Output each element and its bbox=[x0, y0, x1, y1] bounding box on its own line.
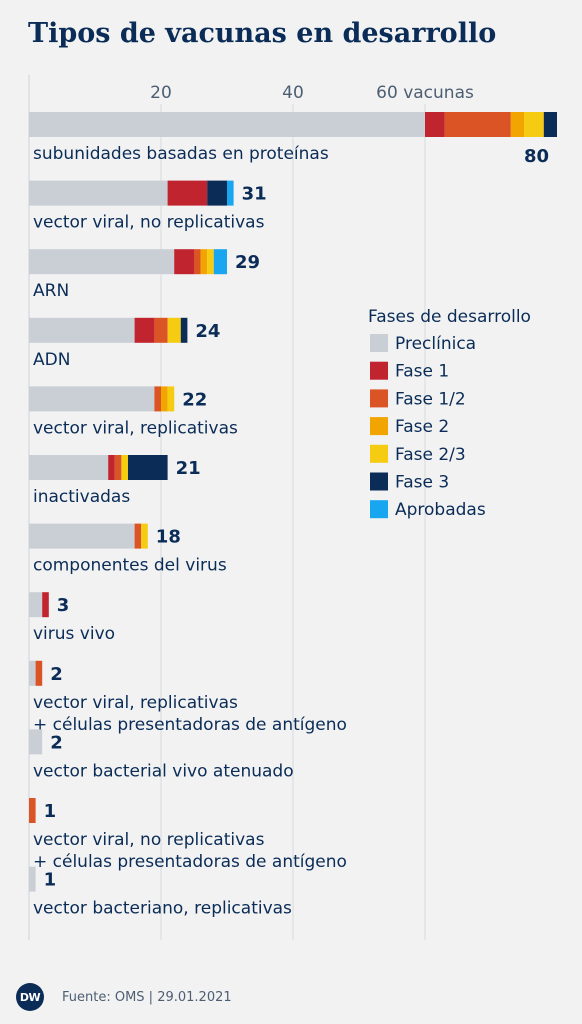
category-label: subunidades basadas en proteínas bbox=[33, 144, 329, 164]
legend-label: Fase 3 bbox=[395, 473, 449, 493]
bar-segment bbox=[29, 455, 109, 480]
category-label: ARN bbox=[33, 281, 69, 301]
legend-label: Fase 1/2 bbox=[395, 389, 466, 409]
bar-segment bbox=[227, 180, 234, 206]
bar-segment bbox=[141, 523, 148, 549]
bar-segment bbox=[29, 660, 36, 686]
x-tick-label: 40 bbox=[282, 83, 304, 103]
bar-segment bbox=[213, 249, 227, 275]
bar-segment bbox=[35, 660, 43, 686]
bar-segment bbox=[29, 866, 36, 892]
legend-title: Fases de desarrollo bbox=[368, 307, 531, 327]
bar-segment bbox=[128, 455, 168, 480]
bar-segment bbox=[29, 592, 43, 618]
legend-swatch bbox=[370, 500, 388, 519]
category-label: vector bacterial vivo atenuado bbox=[33, 761, 294, 781]
bar-segment bbox=[207, 249, 214, 275]
bar-segment bbox=[108, 455, 115, 480]
category-label: inactivadas bbox=[33, 487, 130, 507]
total-label: 18 bbox=[156, 527, 181, 548]
legend-label: Fase 2/3 bbox=[395, 445, 466, 465]
stacked-bar-chart: 20 40 60 vacunas 80 subunidades basadas en p… bbox=[28, 75, 557, 940]
total-label: 31 bbox=[242, 184, 267, 205]
legend-swatch bbox=[370, 417, 388, 436]
legend-swatch bbox=[370, 334, 388, 352]
bar-segment bbox=[29, 798, 36, 823]
page-title: Tipos de vacunas en desarrollo bbox=[28, 18, 497, 49]
bar-segment bbox=[425, 112, 445, 137]
category-label: vector viral, replicativas bbox=[33, 418, 238, 438]
category-label: vector bacteriano, replicativas bbox=[33, 899, 292, 919]
legend-label: Aprobadas bbox=[395, 500, 486, 520]
bar-segment bbox=[134, 523, 142, 549]
bar-segment bbox=[29, 386, 155, 412]
legend-swatch bbox=[370, 361, 388, 380]
x-tick-label: 20 bbox=[150, 83, 172, 103]
total-label: 2 bbox=[50, 664, 63, 685]
total-label: 22 bbox=[182, 389, 207, 410]
category-label: vector viral, no replicativas bbox=[33, 213, 265, 233]
footer: DW Fuente: OMS | 29.01.2021 bbox=[16, 982, 232, 1012]
total-label: 2 bbox=[50, 732, 63, 753]
bar-segment bbox=[134, 317, 155, 343]
bar-segment bbox=[161, 386, 168, 412]
category-label: componentes del virus bbox=[33, 556, 227, 576]
bar-segment bbox=[174, 249, 194, 275]
legend-label: Fase 1 bbox=[395, 362, 449, 382]
total-label: 21 bbox=[176, 458, 201, 479]
x-tick-label: 60 vacunas bbox=[376, 83, 474, 103]
legend-swatch bbox=[370, 389, 388, 408]
bar-segment bbox=[29, 249, 175, 275]
bar-segment bbox=[207, 180, 227, 206]
bar-segment bbox=[29, 729, 43, 755]
bar-segment bbox=[29, 317, 135, 343]
bar-segment bbox=[42, 592, 49, 618]
dw-logo: DW bbox=[16, 983, 44, 1011]
category-label: + células presentadoras de antígeno bbox=[33, 852, 347, 872]
bar-segment bbox=[154, 386, 161, 412]
bar-segment bbox=[167, 386, 175, 412]
total-label: 1 bbox=[44, 801, 57, 822]
category-label: vector viral, replicativas bbox=[33, 693, 238, 713]
bar-segment bbox=[29, 180, 168, 206]
legend-label: Preclínica bbox=[395, 334, 476, 354]
bar-segment bbox=[200, 249, 208, 275]
category-label: ADN bbox=[33, 350, 70, 370]
legend-swatch bbox=[370, 472, 388, 491]
category-label: vector viral, no replicativas bbox=[33, 830, 265, 850]
bar-segment bbox=[510, 112, 524, 137]
bar-segment bbox=[543, 112, 557, 137]
bar-segment bbox=[121, 455, 128, 480]
total-label: 3 bbox=[57, 595, 70, 616]
bar-segment bbox=[167, 180, 208, 206]
category-label: + células presentadoras de antígeno bbox=[33, 715, 347, 735]
bar-segment bbox=[194, 249, 201, 275]
bar-segment bbox=[444, 112, 511, 137]
category-label: virus vivo bbox=[33, 624, 115, 644]
bar-segment bbox=[524, 112, 544, 137]
total-label: 1 bbox=[44, 870, 57, 891]
bar-segment bbox=[114, 455, 122, 480]
bar-segment bbox=[180, 317, 188, 343]
bar-segment bbox=[167, 317, 181, 343]
total-label: 29 bbox=[235, 252, 260, 273]
legend-label: Fase 2 bbox=[395, 417, 449, 437]
bar-segment bbox=[29, 523, 135, 549]
legend-swatch bbox=[370, 444, 388, 463]
bar-segment bbox=[29, 112, 425, 137]
source-note: Fuente: OMS | 29.01.2021 bbox=[62, 989, 232, 1005]
total-label: 24 bbox=[195, 321, 220, 342]
bar-segment bbox=[154, 317, 168, 343]
total-label: 80 bbox=[524, 146, 549, 167]
